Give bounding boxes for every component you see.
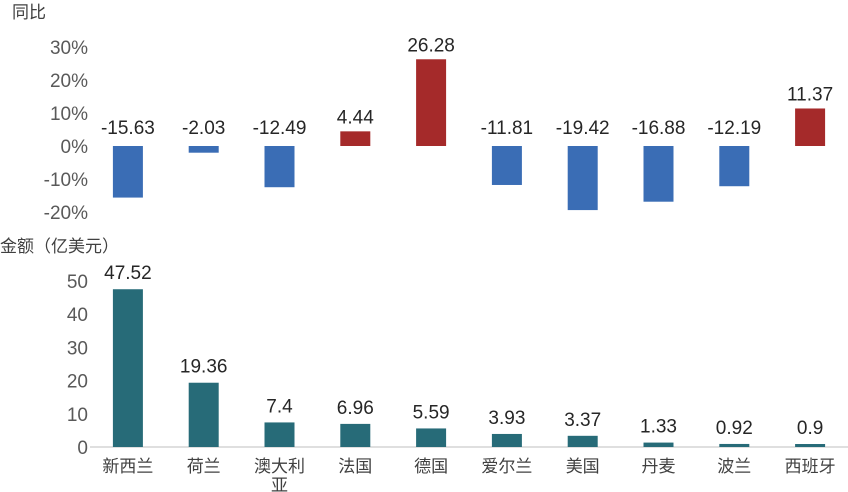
top-bar-cat-3 [340,131,371,146]
top-bar-cat-7 [643,146,674,202]
top-data-label: 11.37 [787,84,833,105]
top-bar-cat-2 [264,146,295,188]
top-data-label: -15.63 [101,118,155,139]
top-bar-cat-9 [795,108,826,146]
bottom-data-label: 6.96 [337,398,374,419]
bottom-bar-cat-2 [264,422,295,447]
bottom-y-tick-label: 0 [77,438,88,459]
x-category-label: 美国 [566,457,600,477]
bottom-y-tick-label: 10 [67,405,88,426]
bottom-data-label: 0.92 [716,418,753,439]
bottom-bar-cat-3 [340,423,371,447]
top-chart-yoy: 30% 20% 10% 0% -10% -20% -15.63 -2.03 -12.49 4.44… [44,35,834,224]
top-data-label: 26.28 [407,35,455,56]
top-data-label: -2.03 [182,118,225,139]
top-bar-cat-8 [719,146,750,187]
bottom-chart-ylabel: 金额（亿美元） [0,237,119,257]
top-data-label: -12.49 [253,118,307,139]
bottom-y-tick-label: 40 [67,305,88,326]
x-category-label: 法国 [338,457,372,477]
top-bar-cat-0 [112,146,143,198]
bottom-data-label: 5.59 [413,402,450,423]
x-category-label: 西班牙 [785,457,836,477]
top-data-label: -11.81 [481,118,533,139]
top-y-tick-label: 20% [50,71,88,92]
bottom-data-label: 3.37 [564,410,601,431]
top-bar-cat-1 [188,146,219,153]
bottom-data-label: 0.9 [797,418,823,439]
bottom-bar-cat-8 [719,443,750,447]
top-y-tick-label: 30% [50,38,88,59]
x-category-label: 荷兰 [187,457,221,477]
top-bar-cat-6 [567,146,598,211]
x-category-label: 新西兰 [102,457,153,477]
top-data-label: 4.44 [337,107,374,128]
top-bar-cat-5 [491,146,522,185]
bottom-bar-cat-6 [567,435,598,447]
top-data-label: -19.42 [556,118,610,139]
top-y-tick-label: 0% [61,137,89,158]
bottom-bar-cat-7 [643,442,674,447]
x-category-label: 丹麦 [642,457,676,477]
bottom-data-label: 7.4 [266,396,293,417]
x-category-label: 亚 [271,476,288,492]
top-data-label: -16.88 [632,118,686,139]
bottom-y-tick-label: 50 [67,272,88,293]
top-bar-cat-4 [416,59,447,146]
bottom-bar-cat-4 [416,428,447,447]
bottom-bar-cat-0 [112,289,143,447]
top-y-tick-label: -10% [44,170,88,191]
bottom-y-tick-label: 20 [67,372,88,393]
x-category-label: 爱尔兰 [481,457,532,477]
bottom-bar-cat-9 [795,444,826,447]
top-chart-ylabel: 同比 [12,3,46,23]
x-category-label: 德国 [414,457,448,477]
bottom-bar-cat-1 [188,382,219,447]
bottom-data-label: 1.33 [640,417,677,438]
bottom-data-label: 47.52 [104,263,152,284]
top-y-tick-label: 10% [50,104,88,125]
top-data-label: -12.19 [707,118,761,139]
bottom-data-label: 3.93 [488,408,525,429]
bottom-data-label: 19.36 [180,357,228,378]
bottom-bar-cat-5 [491,433,522,447]
x-category-label: 波兰 [717,457,751,477]
top-y-tick-label: -20% [44,203,88,224]
bottom-y-tick-label: 30 [67,338,88,359]
x-category-label: 澳大利 [254,457,305,477]
